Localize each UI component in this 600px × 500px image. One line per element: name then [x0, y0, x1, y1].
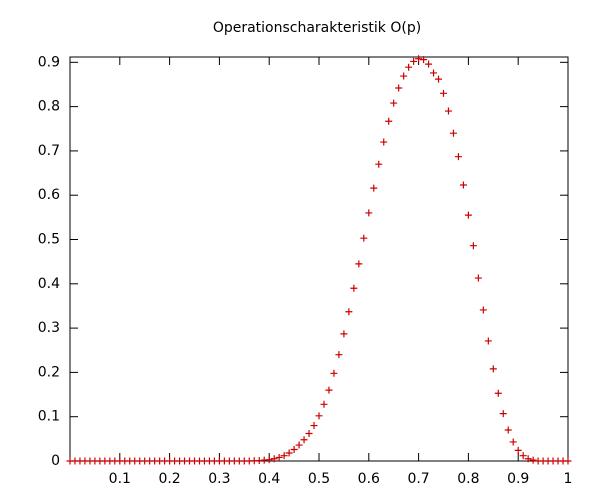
x-tick-label: 0.3 — [208, 471, 230, 487]
y-tick-label: 0.7 — [38, 143, 60, 159]
marker — [300, 436, 308, 444]
chart-title: Operationscharakteristik O(p) — [213, 20, 421, 36]
marker — [509, 438, 517, 446]
marker — [385, 117, 393, 125]
marker — [464, 211, 472, 219]
marker — [290, 445, 298, 453]
marker — [365, 209, 373, 217]
marker — [275, 453, 283, 461]
y-tick-label: 0.1 — [38, 409, 60, 425]
marker — [305, 430, 313, 438]
y-tick-label: 0.3 — [38, 320, 60, 336]
marker — [499, 410, 507, 418]
marker — [405, 63, 413, 71]
x-tick-label: 0.9 — [507, 471, 529, 487]
x-tick-label: 0.2 — [158, 471, 180, 487]
x-tick-label: 0.4 — [258, 471, 280, 487]
marker — [474, 274, 482, 282]
marker — [440, 89, 447, 97]
marker — [335, 351, 343, 359]
marker — [449, 129, 457, 137]
x-tick-label: 0.7 — [407, 471, 429, 487]
marker — [400, 72, 408, 80]
marker — [415, 55, 423, 63]
marker — [504, 426, 512, 434]
x-tick-label: 0.1 — [109, 471, 131, 487]
marker — [330, 369, 338, 377]
y-tick-label: 0.9 — [38, 54, 60, 70]
marker — [265, 456, 273, 464]
marker — [390, 99, 398, 107]
marker — [350, 284, 358, 292]
marker — [524, 455, 532, 463]
marker — [380, 138, 388, 146]
marker — [410, 57, 418, 65]
plot-frame — [69, 56, 569, 462]
marker — [484, 337, 492, 345]
marker — [444, 107, 452, 115]
marker — [430, 69, 438, 77]
x-tick-label: 1 — [564, 471, 573, 487]
marker — [519, 452, 527, 460]
y-tick-label: 0.2 — [38, 364, 60, 380]
marker — [345, 308, 353, 316]
marker — [479, 306, 487, 314]
marker — [395, 84, 403, 92]
marker — [454, 153, 462, 161]
marker — [320, 400, 328, 408]
marker — [285, 449, 293, 457]
marker — [340, 330, 348, 338]
y-tick-label: 0.8 — [38, 99, 60, 115]
marker — [315, 412, 323, 420]
marker — [270, 455, 278, 463]
marker — [425, 60, 433, 68]
marker — [420, 56, 428, 64]
marker — [564, 457, 572, 465]
marker — [435, 75, 443, 83]
marker — [325, 386, 333, 394]
marker — [355, 260, 363, 268]
y-tick-label: 0 — [51, 453, 60, 469]
y-tick-label: 0.5 — [38, 232, 60, 248]
y-tick-label: 0.6 — [38, 187, 60, 203]
marker — [469, 242, 477, 250]
marker — [280, 452, 288, 460]
y-tick-label: 0.4 — [38, 276, 60, 292]
x-tick-label: 0.8 — [457, 471, 479, 487]
marker — [370, 184, 378, 192]
marker — [489, 365, 497, 373]
marker — [529, 456, 537, 464]
marker — [459, 181, 467, 189]
marker — [494, 389, 502, 397]
x-tick-label: 0.5 — [308, 471, 330, 487]
marker — [375, 160, 383, 168]
marker — [310, 422, 318, 430]
marker — [295, 441, 303, 449]
marker — [360, 234, 368, 242]
marker — [514, 446, 522, 454]
x-tick-label: 0.6 — [358, 471, 380, 487]
